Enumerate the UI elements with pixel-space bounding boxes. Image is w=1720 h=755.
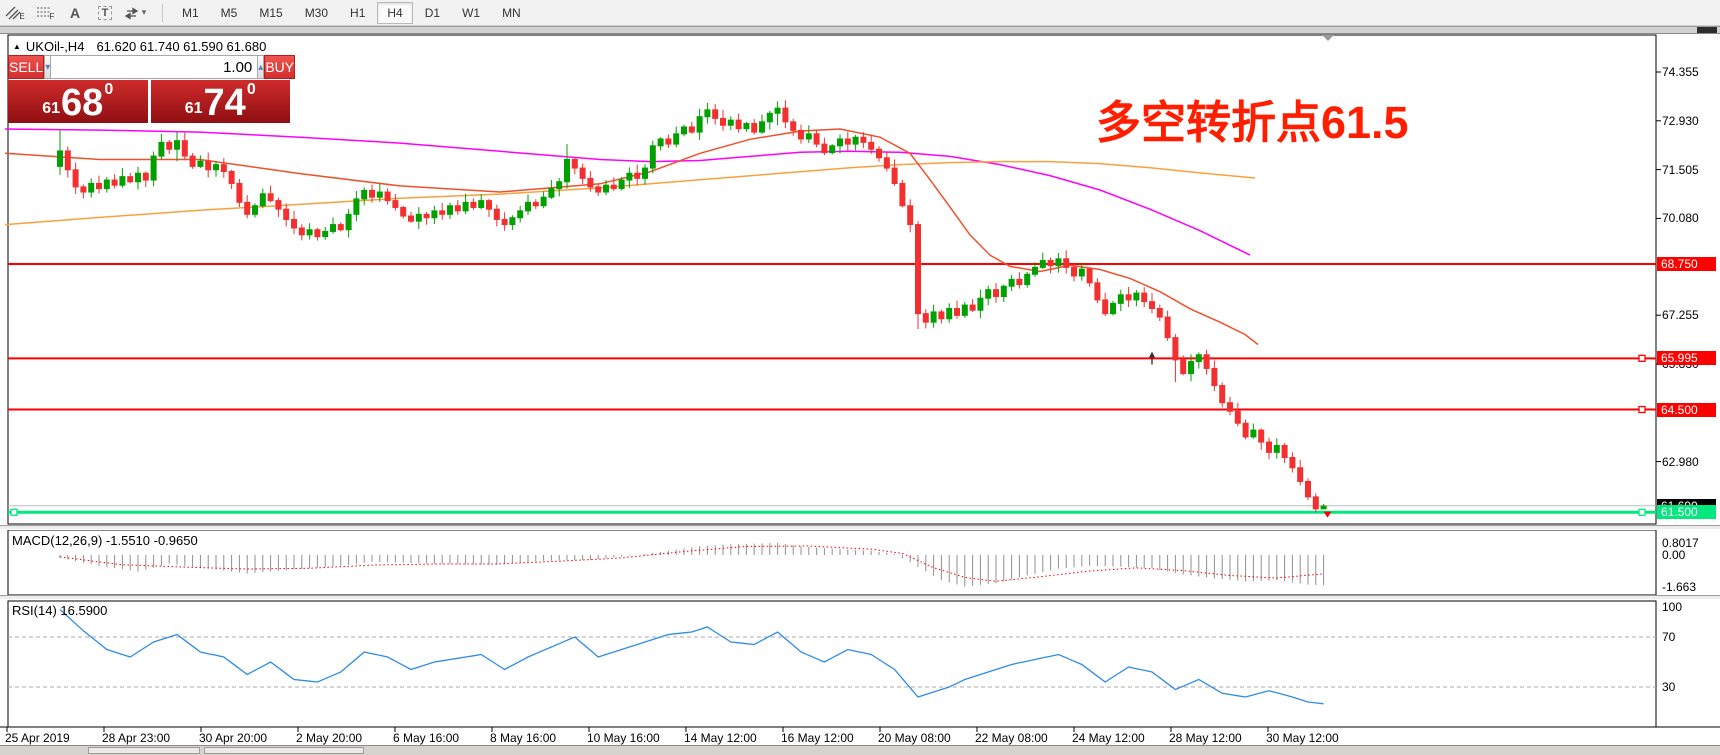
toolbar: E F A T M1 M5 M15 M30 H1 H4 D1 W1 MN — [0, 0, 1720, 26]
timeframe-button-h4[interactable]: H4 — [377, 1, 413, 24]
macd-signal-line — [59, 545, 1324, 582]
toolbar-separator — [162, 3, 163, 22]
timeframe-button-w1[interactable]: W1 — [462, 5, 481, 20]
time-axis-label: 25 Apr 2019 — [5, 731, 70, 745]
ma-fast-red — [4, 128, 1259, 346]
time-axis-label: 20 May 08:00 — [878, 731, 951, 745]
sell-button[interactable]: SELL — [8, 55, 45, 79]
symbol-info: ▲ UKOil-,H4 61.620 61.740 61.590 61.680 — [13, 39, 266, 54]
time-axis-label: 2 May 20:00 — [296, 731, 363, 745]
price-line-label: 61.500 — [1657, 505, 1716, 520]
timeframe-button-m30[interactable]: M30 — [304, 5, 329, 20]
scrollbar-thumb[interactable] — [1697, 27, 1717, 33]
time-axis-label: 30 Apr 20:00 — [199, 731, 268, 745]
bottom-window-strip — [0, 745, 1720, 755]
timeframe-button-d1[interactable]: D1 — [424, 5, 441, 20]
ma-slow-magenta — [4, 128, 1251, 256]
buy-price-display[interactable]: 61 74 0 — [150, 80, 290, 123]
rsi-axis-label: 100 — [1662, 600, 1683, 614]
line-drag-handle[interactable] — [1638, 508, 1646, 516]
time-axis-label: 16 May 12:00 — [781, 731, 854, 745]
rsi-line — [59, 609, 1324, 705]
candles-layer — [57, 100, 1327, 513]
price-axis-label: 67.255 — [1662, 308, 1699, 323]
ma-medium-orange — [4, 160, 1256, 226]
price-axis-label: 62.980 — [1662, 454, 1699, 469]
time-axis-label: 14 May 12:00 — [684, 731, 757, 745]
up-arrow-marker — [1149, 351, 1155, 358]
time-axis-label: 30 May 12:00 — [1266, 731, 1339, 745]
rsi-label: RSI(14) 16.5900 — [12, 603, 108, 618]
time-axis-label: 8 May 16:00 — [490, 731, 557, 745]
timeframe-button-h1[interactable]: H1 — [350, 5, 366, 20]
pane-separator[interactable] — [0, 525, 1720, 530]
fibonacci-sub-label: F — [49, 12, 55, 21]
pane-frame — [7, 34, 1657, 525]
minimized-window-tab[interactable] — [204, 747, 364, 754]
price-line-label: 68.750 — [1657, 256, 1716, 271]
timeframe-button-m5[interactable]: M5 — [220, 5, 238, 20]
arrows-tool-dropdown[interactable] — [122, 2, 148, 24]
line-drag-handle[interactable] — [1638, 405, 1646, 414]
rsi-axis-label: 30 — [1662, 680, 1676, 694]
volume-increase-button[interactable] — [257, 55, 265, 79]
macd-label: MACD(12,26,9) -1.5510 -0.9650 — [12, 533, 198, 548]
text-label-tool-icon[interactable]: T — [92, 2, 118, 24]
time-axis-label: 24 May 12:00 — [1072, 731, 1145, 745]
time-axis-label: 28 May 12:00 — [1169, 731, 1242, 745]
macd-axis-label: 0.00 — [1662, 548, 1686, 562]
pane-frame — [7, 600, 1657, 728]
timeframe-toolbar: M1 M5 M15 M30 H1 H4 D1 W1 MN — [171, 1, 532, 24]
macd-axis-label: -1.663 — [1662, 580, 1697, 594]
text-tool-icon[interactable]: A — [69, 4, 81, 21]
chart-text-annotation[interactable]: 多空转折点61.5 — [1096, 97, 1409, 148]
symbol-ohlc: 61.620 61.740 61.590 61.680 — [96, 39, 267, 54]
sell-price-display[interactable]: 61 68 0 — [8, 80, 148, 123]
price-axis-label: 74.355 — [1662, 65, 1699, 79]
macd-histogram — [59, 542, 1325, 587]
time-axis-label: 10 May 16:00 — [587, 731, 660, 745]
symbol-collapse-icon[interactable]: ▲ — [13, 42, 21, 51]
volume-input[interactable] — [51, 55, 258, 79]
rsi-axis-label: 70 — [1662, 630, 1676, 644]
last-price-marker — [1323, 511, 1332, 518]
price-axis-label: 71.505 — [1662, 162, 1699, 177]
price-axis-label: 70.080 — [1662, 211, 1699, 226]
line-drag-handle[interactable] — [10, 508, 18, 516]
price-line-label: 64.500 — [1657, 402, 1716, 417]
line-drag-handle[interactable] — [1638, 354, 1646, 362]
symbol-name: UKOil-,H4 — [25, 39, 85, 54]
time-axis-label: 28 Apr 23:00 — [102, 731, 171, 745]
time-axis-label: 6 May 16:00 — [393, 731, 460, 745]
horizontal-scrollbar[interactable] — [0, 26, 1720, 34]
pane-separator[interactable] — [0, 595, 1720, 600]
equidistant-channel-icon[interactable]: E — [2, 2, 28, 24]
fibonacci-icon[interactable]: F — [32, 2, 58, 24]
horizontal-lines[interactable] — [8, 262, 1656, 516]
chart-shift-marker[interactable] — [1322, 35, 1334, 41]
macd-axis-label: 0.8017 — [1662, 536, 1699, 550]
timeframe-button-m1[interactable]: M1 — [182, 5, 199, 20]
channel-sub-label: E — [19, 12, 25, 21]
minimized-window-tab[interactable] — [88, 747, 200, 754]
volume-decrease-button[interactable] — [44, 55, 52, 79]
buy-button[interactable]: BUY — [264, 55, 296, 79]
timeframe-button-m15[interactable]: M15 — [259, 5, 283, 20]
timeframe-button-mn[interactable]: MN — [502, 5, 521, 20]
time-axis-label: 22 May 08:00 — [975, 731, 1048, 745]
price-line-label: 65.995 — [1657, 351, 1716, 366]
price-axis-label: 72.930 — [1662, 113, 1699, 128]
